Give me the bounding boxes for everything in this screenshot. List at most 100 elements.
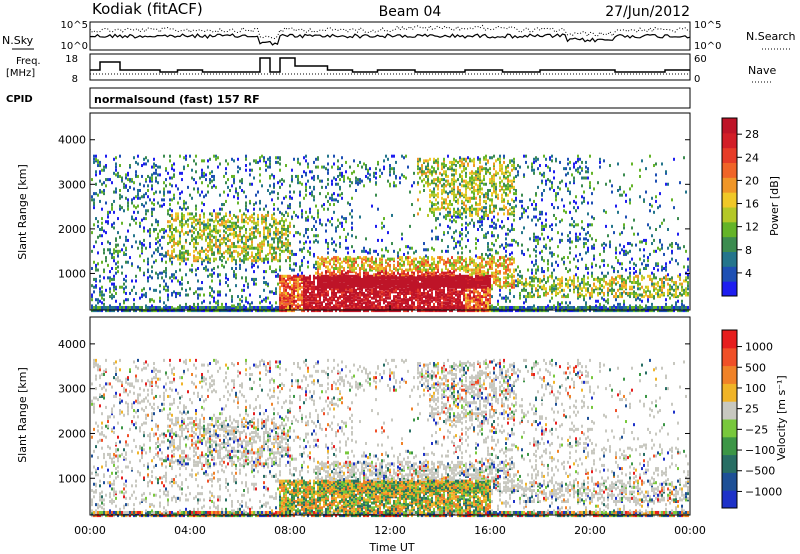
power-cell xyxy=(427,304,429,308)
power-cell xyxy=(385,246,387,250)
power-cell xyxy=(93,285,95,289)
power-cell xyxy=(365,249,367,253)
power-cell xyxy=(193,237,195,241)
power-cell xyxy=(181,309,183,313)
power-cell xyxy=(295,304,297,308)
power-cell xyxy=(181,171,183,175)
power-cell xyxy=(201,246,203,250)
power-cell xyxy=(363,277,365,281)
power-cell xyxy=(321,271,323,275)
power-cell xyxy=(309,240,311,244)
power-cell xyxy=(345,256,347,260)
power-cell xyxy=(265,305,267,309)
power-cell xyxy=(431,284,433,288)
power-cell xyxy=(263,298,265,302)
power-cell xyxy=(249,162,251,166)
power-cell xyxy=(465,174,467,178)
power-cell xyxy=(473,207,475,211)
power-cell xyxy=(431,295,433,299)
power-cell xyxy=(325,293,327,297)
power-cell xyxy=(153,162,155,166)
power-cell xyxy=(97,193,99,197)
power-cell xyxy=(267,284,269,288)
power-cell xyxy=(375,176,377,180)
power-cell xyxy=(195,207,197,211)
power-cell xyxy=(335,287,337,291)
power-cell xyxy=(143,193,145,197)
power-cell xyxy=(309,307,311,311)
power-cell xyxy=(405,307,407,311)
power-cell xyxy=(379,307,381,311)
power-cell xyxy=(335,282,337,286)
power-cell xyxy=(453,218,455,222)
power-cell xyxy=(333,248,335,252)
power-cell xyxy=(427,270,429,274)
power-cell xyxy=(317,307,319,311)
power-cell xyxy=(109,287,111,291)
power-cell xyxy=(393,170,395,174)
power-cell xyxy=(165,307,167,311)
power-cell xyxy=(465,260,467,264)
power-cell xyxy=(197,305,199,309)
power-cell xyxy=(155,190,157,194)
power-cell xyxy=(187,185,189,189)
power-cell xyxy=(347,257,349,261)
power-cell xyxy=(247,217,249,221)
power-cell xyxy=(259,248,261,252)
power-cell xyxy=(441,281,443,285)
power-cell xyxy=(245,195,247,199)
power-cell xyxy=(341,281,343,285)
power-cell xyxy=(311,176,313,180)
power-cell xyxy=(153,251,155,255)
power-cell xyxy=(341,295,343,299)
power-cell xyxy=(235,309,237,313)
power-cell xyxy=(241,246,243,250)
power-cell xyxy=(453,282,455,286)
power-cell xyxy=(239,245,241,249)
power-cell xyxy=(167,234,169,238)
power-cell xyxy=(171,279,173,283)
power-cell xyxy=(237,201,239,205)
power-cell xyxy=(435,305,437,309)
power-cell xyxy=(203,212,205,216)
power-cell xyxy=(373,307,375,311)
power-cell xyxy=(105,259,107,263)
power-cell xyxy=(157,173,159,177)
power-cell xyxy=(367,281,369,285)
power-cell xyxy=(229,309,231,313)
power-cell xyxy=(273,232,275,236)
power-cell xyxy=(109,248,111,252)
power-cell xyxy=(125,184,127,188)
power-cell xyxy=(195,212,197,216)
power-cell xyxy=(463,265,465,269)
power-cell xyxy=(161,276,163,280)
power-cell xyxy=(383,276,385,280)
power-cell xyxy=(379,309,381,313)
power-cell xyxy=(113,256,115,260)
power-cell xyxy=(381,265,383,269)
power-cell xyxy=(365,302,367,306)
power-cell xyxy=(477,304,479,308)
power-cell xyxy=(279,279,281,283)
power-cell xyxy=(361,307,363,311)
power-cell xyxy=(237,157,239,161)
power-cell xyxy=(443,206,445,210)
power-cell xyxy=(425,282,427,286)
power-cell xyxy=(329,273,331,277)
power-cell xyxy=(395,302,397,306)
power-cell xyxy=(463,201,465,205)
power-cell xyxy=(293,293,295,297)
power-cell xyxy=(449,213,451,217)
power-cell xyxy=(393,281,395,285)
power-cell xyxy=(359,304,361,308)
power-cell xyxy=(275,274,277,278)
power-cell xyxy=(371,279,373,283)
power-cell xyxy=(241,240,243,244)
power-cell xyxy=(195,218,197,222)
power-cell xyxy=(263,232,265,236)
power-cell xyxy=(405,245,407,249)
power-cell xyxy=(427,285,429,289)
power-cell xyxy=(207,165,209,169)
nsearch-label: N.Search xyxy=(746,30,796,43)
power-cell xyxy=(201,159,203,163)
